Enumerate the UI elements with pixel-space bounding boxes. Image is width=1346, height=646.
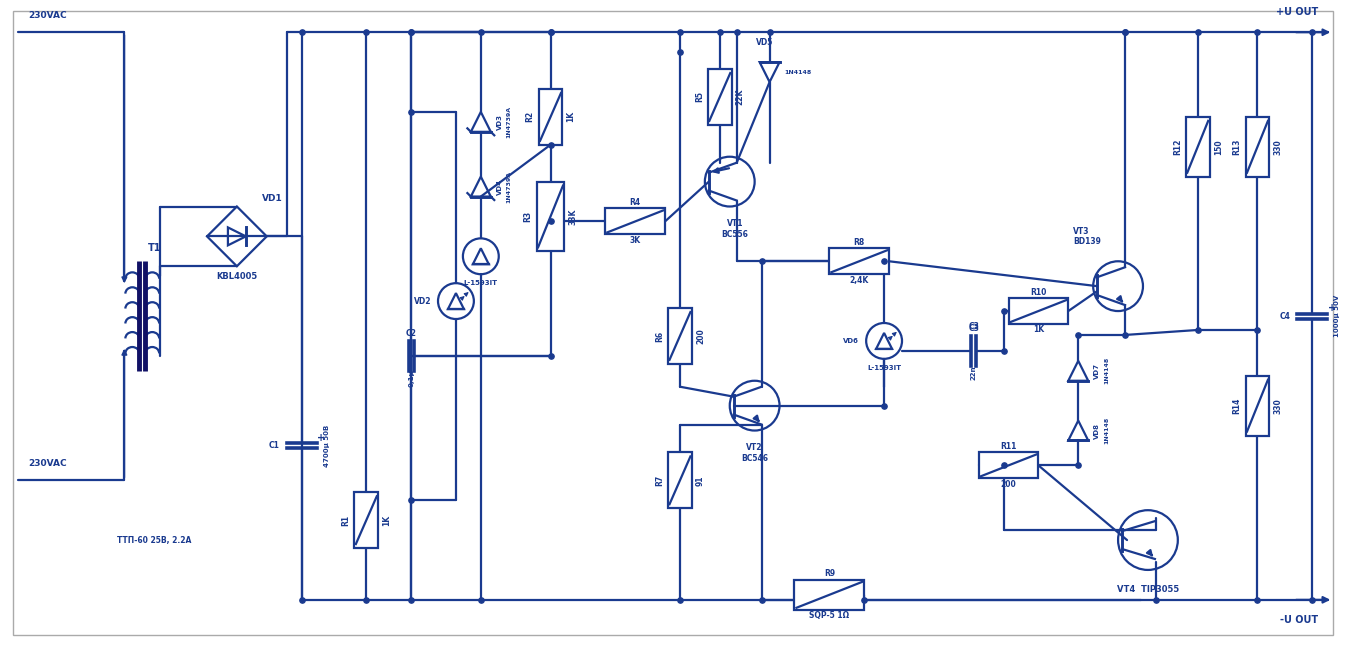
Text: 230VAC: 230VAC [28, 459, 66, 468]
Text: VT2
BC546: VT2 BC546 [742, 444, 769, 463]
Text: 1N4739A: 1N4739A [506, 106, 511, 138]
Text: 1N4739A: 1N4739A [506, 171, 511, 203]
Text: VT1
BC556: VT1 BC556 [721, 220, 748, 239]
Text: VD5: VD5 [756, 38, 774, 47]
Text: R14: R14 [1233, 397, 1241, 414]
Bar [668, 308, 692, 364]
Text: VD2: VD2 [413, 297, 431, 306]
Text: C4: C4 [1280, 311, 1291, 320]
Text: -U OUT: -U OUT [1280, 615, 1318, 625]
Text: 230VAC: 230VAC [28, 12, 66, 20]
Text: 200: 200 [696, 328, 705, 344]
Text: T1: T1 [148, 244, 162, 253]
Bar [1245, 376, 1269, 435]
Text: KBL4005: KBL4005 [217, 272, 257, 281]
Text: VD8: VD8 [1094, 422, 1100, 439]
Bar [794, 580, 864, 610]
Text: R12: R12 [1172, 139, 1182, 155]
Text: 1K: 1K [1032, 326, 1044, 335]
Text: 33K: 33K [568, 208, 577, 225]
Bar [979, 452, 1038, 478]
Bar [1245, 117, 1269, 176]
Bar [606, 209, 665, 234]
Bar [538, 89, 563, 145]
Text: R6: R6 [656, 330, 664, 342]
Text: C2: C2 [405, 329, 416, 339]
Text: VD1: VD1 [261, 194, 283, 203]
Text: VD3: VD3 [497, 114, 503, 130]
Text: 150: 150 [1214, 139, 1222, 154]
Text: R8: R8 [853, 238, 865, 247]
Text: 1N4148: 1N4148 [785, 70, 812, 74]
Text: L-1593IT: L-1593IT [867, 365, 902, 371]
Text: VD6: VD6 [844, 338, 859, 344]
Text: R2: R2 [525, 111, 534, 123]
Text: R1: R1 [342, 515, 350, 526]
Text: 200: 200 [1000, 480, 1016, 489]
Text: C1: C1 [269, 441, 280, 450]
Text: R5: R5 [695, 92, 704, 103]
Text: 4700µ 50В: 4700µ 50В [323, 424, 330, 466]
Text: VT4  TIP3055: VT4 TIP3055 [1117, 585, 1179, 594]
Text: 3K: 3K [630, 236, 641, 245]
Text: 91: 91 [696, 475, 705, 486]
Bar [537, 182, 564, 251]
Text: 2,4K: 2,4K [849, 276, 868, 285]
Text: VD7: VD7 [1094, 363, 1100, 379]
Text: +: + [1329, 303, 1337, 313]
Bar [668, 452, 692, 508]
Bar [1008, 298, 1069, 324]
Text: C3: C3 [969, 322, 980, 331]
Text: SQP-5 1Ω: SQP-5 1Ω [809, 611, 849, 620]
Text: L-1593IT: L-1593IT [464, 280, 498, 286]
Text: 22n: 22n [970, 366, 977, 380]
Text: 330: 330 [1273, 398, 1283, 413]
Text: 1K: 1K [382, 515, 392, 526]
Bar [354, 492, 378, 548]
Text: 1N4148: 1N4148 [1104, 417, 1109, 444]
Text: 1N4148: 1N4148 [1104, 357, 1109, 384]
Text: VT3
BD139: VT3 BD139 [1073, 227, 1101, 246]
Text: C3: C3 [968, 324, 979, 333]
Bar [829, 248, 890, 274]
Text: R11: R11 [1000, 442, 1016, 451]
Text: 0,1µ: 0,1µ [408, 369, 415, 387]
Text: VD4: VD4 [497, 178, 503, 194]
Text: 330: 330 [1273, 139, 1283, 154]
Text: ТТП-60 25В, 2.2А: ТТП-60 25В, 2.2А [117, 536, 191, 545]
Text: R3: R3 [524, 211, 533, 222]
Text: +: + [318, 433, 326, 443]
Text: R4: R4 [630, 198, 641, 207]
Bar [1186, 117, 1210, 176]
Text: 22K: 22K [736, 89, 744, 105]
Text: R13: R13 [1233, 139, 1241, 155]
Text: R10: R10 [1030, 287, 1047, 297]
Text: R7: R7 [656, 475, 664, 486]
Bar [708, 69, 732, 125]
Text: 1000µ 50V: 1000µ 50V [1334, 295, 1341, 337]
Text: R9: R9 [824, 569, 835, 578]
Text: +U OUT: +U OUT [1276, 7, 1318, 17]
Text: 1K: 1K [567, 111, 576, 123]
